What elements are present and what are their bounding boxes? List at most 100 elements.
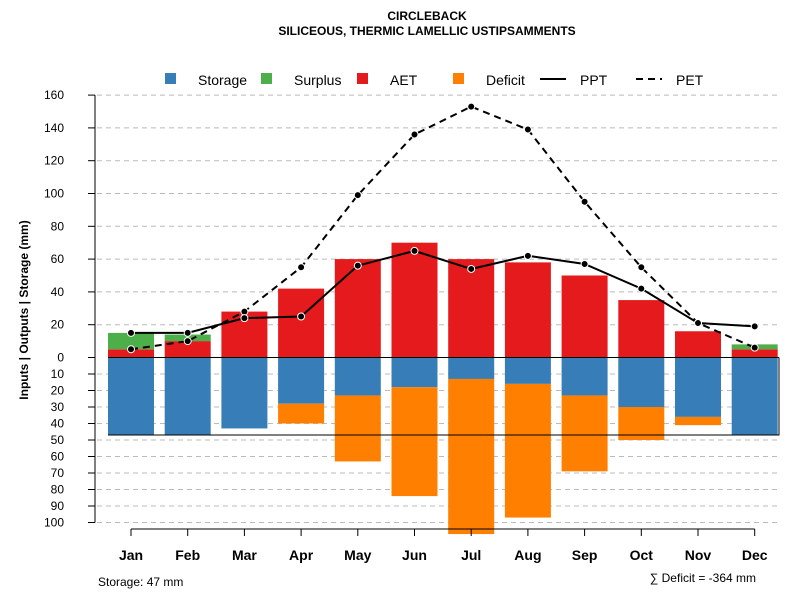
aet-bar-Aug — [504, 262, 551, 358]
storage-bar-Nov — [675, 357, 721, 417]
y-tick-label-neg-30: 30 — [51, 400, 65, 414]
ppt-point-Aug — [523, 251, 532, 260]
pet-point-Sep — [580, 197, 589, 206]
ppt-point-Oct — [637, 284, 646, 293]
legend-storage-swatch — [165, 73, 176, 84]
chart-subtitle: SILICEOUS, THERMIC LAMELLIC USTIPSAMMENT… — [278, 24, 575, 38]
deficit-bar-Aug — [504, 383, 551, 518]
deficit-bar-Jun — [391, 387, 438, 497]
x-tick-label-Dec: Dec — [742, 547, 768, 563]
legend-storage-label: Storage — [198, 72, 247, 88]
legend: Storage Surplus AET Deficit PPT PET — [165, 72, 704, 88]
pet-point-Jan — [127, 345, 135, 354]
y-tick-label-20: 20 — [51, 318, 65, 332]
y-tick-label-160: 160 — [44, 88, 64, 102]
pet-point-Jun — [410, 130, 419, 139]
deficit-note: ∑ Deficit = -364 mm — [650, 571, 756, 585]
x-tick-label-Oct: Oct — [630, 547, 654, 563]
aet-bar-Feb — [164, 341, 211, 358]
x-tick-label-Apr: Apr — [289, 547, 314, 563]
y-tick-label-100: 100 — [44, 187, 64, 201]
storage-bar-Oct — [618, 357, 665, 407]
x-tick-label-Aug: Aug — [514, 547, 541, 563]
y-tick-label-120: 120 — [44, 154, 64, 168]
y-axis-label: Inputs | Outputs | Storage (mm) — [17, 220, 31, 399]
series-lines — [127, 102, 759, 354]
ppt-point-Sep — [580, 260, 589, 269]
x-tick-label-Feb: Feb — [175, 547, 200, 563]
pet-point-Apr — [297, 263, 306, 272]
legend-ppt-label: PPT — [580, 72, 608, 88]
storage-note: Storage: 47 mm — [98, 575, 183, 589]
pet-point-Dec — [750, 343, 759, 352]
storage-bar-Feb — [164, 357, 211, 436]
storage-bar-Aug — [504, 357, 551, 384]
deficit-bar-Jul — [448, 378, 495, 535]
aet-bar-May — [334, 259, 381, 358]
x-tick-label-Mar: Mar — [232, 547, 257, 563]
pet-point-May — [353, 191, 362, 200]
ppt-point-Nov — [694, 319, 702, 328]
aet-bar-Jul — [448, 259, 495, 358]
x-tick-label-May: May — [344, 547, 371, 563]
deficit-bar-Apr — [278, 403, 325, 424]
ppt-point-Jan — [127, 328, 135, 337]
pet-line — [130, 105, 756, 351]
y-tick-label-neg-100: 100 — [44, 516, 64, 530]
y-tick-label-neg-80: 80 — [51, 483, 65, 497]
aet-bar-Jun — [391, 242, 438, 358]
deficit-bar-May — [334, 395, 381, 462]
gridlines — [97, 94, 780, 523]
y-tick-label-neg-70: 70 — [51, 466, 65, 480]
ppt-point-May — [353, 261, 362, 270]
ppt-point-Mar — [240, 314, 249, 323]
legend-aet-label: AET — [390, 72, 418, 88]
surplus-bar-Jan — [108, 332, 154, 350]
storage-bar-Jan — [108, 357, 154, 436]
ppt-point-Jun — [410, 246, 419, 255]
y-tick-label-40: 40 — [51, 285, 65, 299]
storage-bar-Mar — [221, 357, 268, 429]
legend-surplus-label: Surplus — [294, 72, 341, 88]
deficit-bar-Sep — [561, 395, 608, 472]
legend-surplus-swatch — [261, 73, 272, 84]
y-tick-label-neg-90: 90 — [51, 499, 65, 513]
ppt-point-Apr — [297, 312, 306, 321]
ppt-point-Jul — [467, 264, 476, 273]
legend-deficit-label: Deficit — [486, 72, 525, 88]
deficit-bar-Nov — [675, 416, 721, 426]
y-tick-label-neg-10: 10 — [51, 367, 65, 381]
y-tick-label-neg-50: 50 — [51, 433, 65, 447]
storage-bar-May — [334, 357, 381, 396]
x-tick-label-Jul: Jul — [461, 547, 481, 563]
storage-bar-Jul — [448, 357, 495, 379]
y-tick-label-neg-60: 60 — [51, 450, 65, 464]
ppt-point-Feb — [183, 328, 192, 337]
storage-bar-Sep — [561, 357, 608, 396]
bars — [108, 242, 778, 535]
pet-point-Feb — [183, 337, 192, 346]
legend-pet-label: PET — [676, 72, 704, 88]
aet-bar-Apr — [278, 288, 325, 358]
x-tick-label-Sep: Sep — [572, 547, 598, 563]
y-tick-label-neg-20: 20 — [51, 384, 65, 398]
y-tick-label-60: 60 — [51, 252, 65, 266]
pet-point-Mar — [240, 307, 249, 316]
storage-bar-Apr — [278, 357, 325, 404]
y-tick-label-80: 80 — [51, 219, 65, 233]
y-tick-label-140: 140 — [44, 121, 64, 135]
pet-point-Jul — [467, 102, 476, 111]
pet-point-Oct — [637, 263, 646, 272]
legend-aet-swatch — [357, 73, 368, 84]
y-tick-label-0: 0 — [57, 351, 64, 365]
y-tick-label-neg-40: 40 — [51, 417, 65, 431]
aet-bar-Jan — [108, 349, 154, 358]
pet-point-Aug — [523, 125, 532, 134]
storage-capacity-outline — [108, 357, 780, 436]
aet-bar-Dec — [731, 349, 778, 358]
storage-bar-Dec — [731, 357, 778, 436]
deficit-bar-Oct — [618, 407, 665, 440]
x-tick-label-Nov: Nov — [685, 547, 712, 563]
axes: 0 20 40 60 80 100 120 140 160 10 20 30 40 50 60 70 80 90 1… — [44, 88, 780, 563]
x-tick-label-Jun: Jun — [402, 547, 427, 563]
